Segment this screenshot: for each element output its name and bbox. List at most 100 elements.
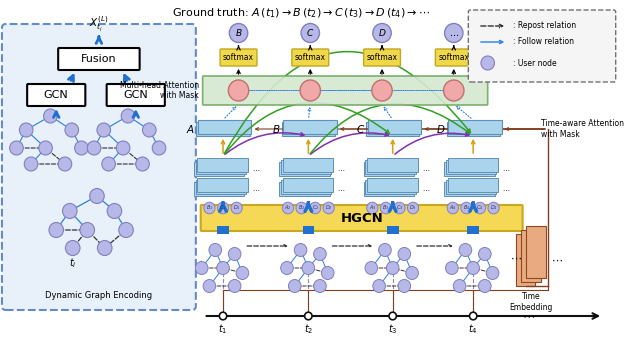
Text: $C_4$: $C_4$ — [476, 203, 484, 213]
Circle shape — [107, 203, 122, 218]
Bar — [194, 162, 244, 176]
Bar — [303, 226, 314, 234]
Circle shape — [373, 24, 391, 43]
FancyBboxPatch shape — [468, 10, 616, 82]
Text: $\cdots$: $\cdots$ — [252, 166, 260, 172]
FancyBboxPatch shape — [107, 84, 165, 106]
Circle shape — [10, 141, 23, 155]
Text: softmax: softmax — [438, 53, 469, 62]
Bar — [365, 160, 416, 174]
Circle shape — [203, 280, 216, 292]
Bar — [198, 120, 252, 134]
Circle shape — [136, 157, 149, 171]
Circle shape — [380, 202, 392, 214]
Circle shape — [305, 312, 312, 320]
Bar — [367, 178, 417, 192]
Circle shape — [80, 222, 95, 238]
Circle shape — [39, 141, 52, 155]
Circle shape — [143, 123, 156, 137]
Text: $X_{t_i}^{(L)}$: $X_{t_i}^{(L)}$ — [89, 15, 109, 33]
Circle shape — [65, 241, 80, 256]
Text: : User node: : User node — [513, 58, 557, 68]
Circle shape — [218, 202, 228, 214]
Text: $\cdots$: $\cdots$ — [550, 255, 563, 265]
Circle shape — [195, 262, 208, 274]
Bar — [196, 160, 246, 174]
Circle shape — [217, 262, 229, 274]
Bar — [282, 122, 335, 136]
Circle shape — [394, 202, 405, 214]
Circle shape — [389, 312, 396, 320]
Text: $\cdots$: $\cdots$ — [502, 186, 511, 192]
Circle shape — [282, 202, 294, 214]
Text: $\cdots$: $\cdots$ — [502, 166, 511, 172]
Circle shape — [444, 80, 464, 101]
Circle shape — [314, 280, 326, 292]
Text: $\cdots$: $\cdots$ — [522, 310, 535, 322]
Circle shape — [479, 247, 491, 261]
Bar — [444, 162, 495, 176]
Circle shape — [236, 266, 249, 280]
Circle shape — [97, 123, 111, 137]
Text: $t_3$: $t_3$ — [388, 322, 397, 336]
Circle shape — [398, 247, 411, 261]
Bar — [364, 182, 414, 196]
Circle shape — [467, 262, 479, 274]
Text: softmax: softmax — [295, 53, 326, 62]
Bar — [447, 159, 498, 172]
Circle shape — [461, 202, 472, 214]
Text: softmax: softmax — [223, 53, 254, 62]
Text: $C_2$: $C_2$ — [312, 203, 319, 213]
Circle shape — [486, 266, 499, 280]
Text: $A$: $A$ — [186, 123, 195, 135]
Text: : Follow relation: : Follow relation — [513, 38, 574, 47]
Text: : Repost relation: : Repost relation — [513, 22, 576, 30]
Circle shape — [367, 202, 378, 214]
Circle shape — [310, 202, 321, 214]
Circle shape — [387, 262, 399, 274]
Circle shape — [373, 280, 385, 292]
Text: $D_2$: $D_2$ — [325, 203, 333, 213]
Text: $B$: $B$ — [235, 27, 243, 39]
Circle shape — [481, 56, 495, 70]
Text: GCN: GCN — [44, 90, 68, 100]
Text: $A_2$: $A_2$ — [284, 203, 292, 213]
Bar — [365, 180, 416, 194]
Bar — [527, 226, 546, 278]
Text: $\cdots$: $\cdots$ — [510, 253, 522, 263]
Bar — [194, 182, 244, 196]
Circle shape — [365, 262, 378, 274]
Bar — [283, 178, 333, 192]
Circle shape — [289, 280, 301, 292]
FancyBboxPatch shape — [435, 49, 472, 66]
Bar — [217, 226, 229, 234]
Circle shape — [459, 243, 472, 257]
Bar — [521, 230, 541, 282]
Bar — [366, 122, 419, 136]
FancyBboxPatch shape — [364, 49, 401, 66]
Circle shape — [300, 80, 321, 101]
FancyBboxPatch shape — [292, 49, 329, 66]
Bar — [197, 159, 248, 172]
FancyBboxPatch shape — [220, 49, 257, 66]
Circle shape — [302, 262, 315, 274]
Circle shape — [453, 280, 466, 292]
Text: $B_4$: $B_4$ — [463, 203, 470, 213]
Text: Fusion: Fusion — [81, 54, 116, 64]
Text: $D$: $D$ — [436, 123, 445, 135]
Circle shape — [488, 202, 499, 214]
Circle shape — [474, 202, 486, 214]
Circle shape — [228, 247, 241, 261]
Text: Dynamic Graph Encoding: Dynamic Graph Encoding — [45, 291, 152, 300]
Bar — [196, 122, 250, 136]
Text: $C$: $C$ — [306, 27, 314, 39]
Text: Time
Embedding: Time Embedding — [509, 292, 553, 312]
Text: $A_4$: $A_4$ — [449, 203, 456, 213]
Bar — [279, 182, 330, 196]
Circle shape — [87, 141, 101, 155]
Bar — [281, 160, 332, 174]
Circle shape — [63, 203, 77, 218]
Bar — [446, 180, 496, 194]
Circle shape — [281, 262, 293, 274]
Circle shape — [406, 266, 419, 280]
